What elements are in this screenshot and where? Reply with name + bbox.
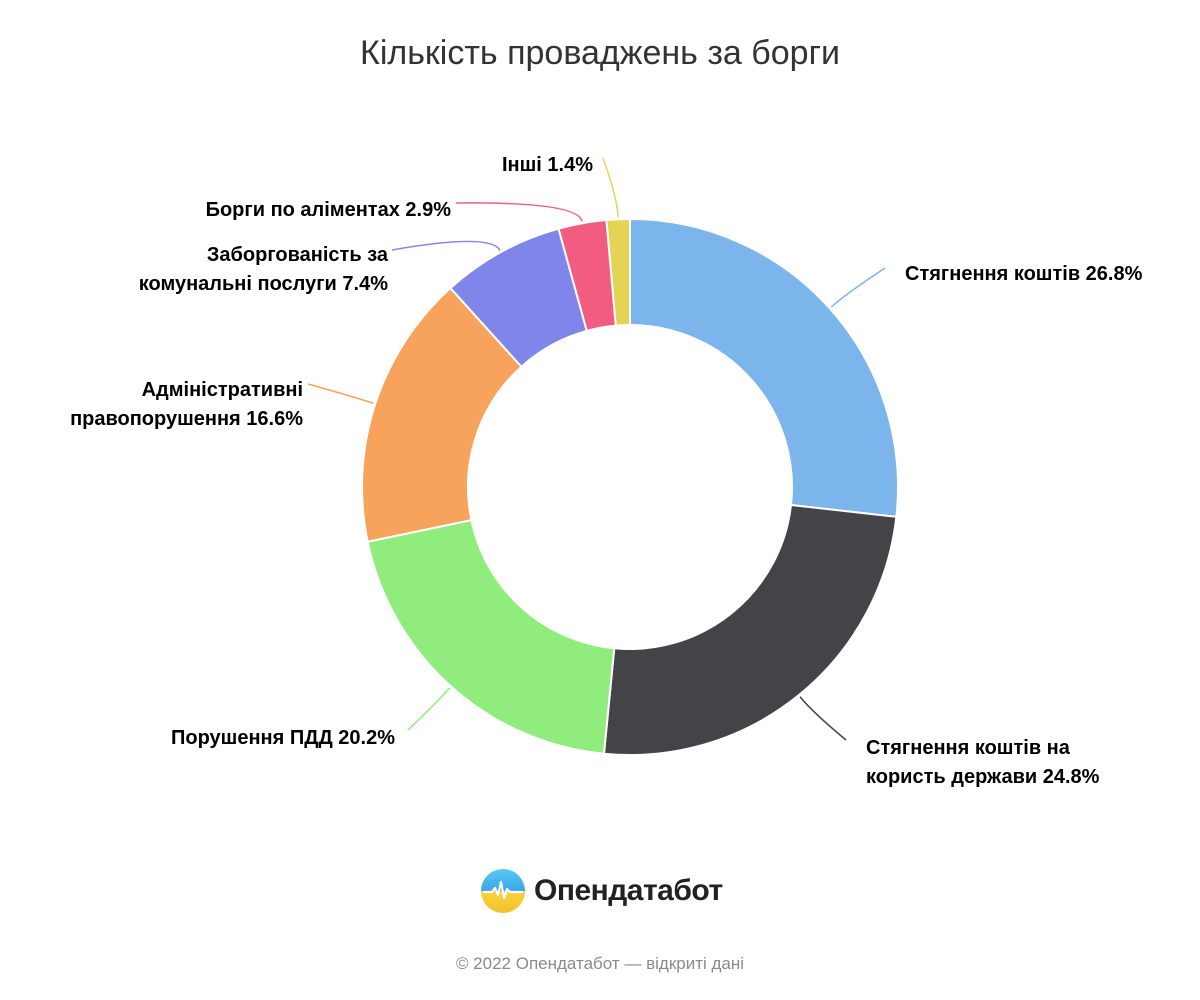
slice-label-line: Адміністративні [142, 379, 303, 401]
connector-line-1 [830, 267, 886, 308]
brand: Опендатабот [480, 866, 723, 916]
brand-name: Опендатабот [534, 874, 723, 907]
donut-slice-7[interactable] [605, 217, 631, 327]
connector-line-2 [799, 696, 847, 741]
slice-label-line: Борги по аліментах 2.9% [206, 199, 452, 221]
connector-line-5 [391, 240, 501, 251]
slice-label-3: Порушення ПДД 20.2% [171, 727, 395, 749]
opendatabot-logo-icon [481, 869, 525, 913]
slice-label-6: Борги по аліментах 2.9% [206, 199, 452, 221]
copyright-text: © 2022 Опендатабот — відкриті дані [455, 954, 745, 973]
slice-label-5: Заборгованість за комунальні послуги 7.4% [139, 244, 389, 295]
slice-label-line: Порушення ПДД 20.2% [171, 727, 395, 749]
slice-label-line: комунальні послуги 7.4% [139, 273, 388, 295]
slice-label-4: Адміністративні правопорушення 16.6% [70, 379, 303, 430]
donut-slice-4[interactable] [361, 286, 523, 543]
slice-label-2: Стягнення коштів на користь держави 24.8% [866, 737, 1100, 788]
connector-line-6 [455, 202, 583, 222]
connector-line-4 [307, 383, 374, 404]
slice-label-line: Заборгованість за [207, 244, 389, 266]
slice-label-line: Стягнення коштів на [866, 737, 1071, 759]
connector-line-3 [407, 687, 451, 731]
slice-label-line: правопорушення 16.6% [70, 408, 303, 430]
slice-label-7: Інші 1.4% [502, 154, 593, 176]
donut-slice-2[interactable] [602, 503, 898, 756]
chart-title: Кількість проваджень за борги [360, 34, 840, 72]
slice-label-line: користь держави 24.8% [866, 766, 1100, 788]
donut-slice-3[interactable] [366, 518, 616, 755]
connector-line-7 [602, 157, 619, 218]
slice-label-line: Інші 1.4% [502, 154, 593, 176]
donut-slice-1[interactable] [629, 217, 899, 518]
slice-label-1: Стягнення коштів 26.8% [905, 263, 1143, 285]
slice-label-line: Стягнення коштів 26.8% [905, 263, 1143, 285]
